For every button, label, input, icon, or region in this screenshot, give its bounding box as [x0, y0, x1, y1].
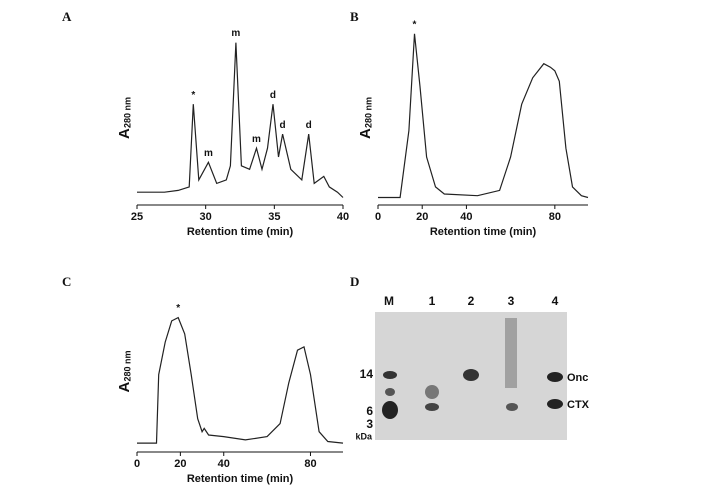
marker-label: 3 [366, 417, 373, 431]
x-axis-label: Retention time (min) [430, 226, 537, 238]
panel-label: B [350, 9, 359, 24]
peak-label: m [252, 134, 261, 145]
peak-label: * [176, 303, 180, 314]
band [383, 371, 397, 379]
band [382, 401, 398, 419]
x-tick-label: 20 [416, 211, 428, 223]
marker-label: 14 [360, 367, 374, 381]
x-axis-label: Retention time (min) [187, 226, 294, 238]
x-tick-label: 0 [375, 211, 381, 223]
trace [137, 42, 344, 198]
band [547, 372, 563, 382]
peak-label: m [231, 28, 240, 39]
lane-label: 2 [468, 294, 475, 308]
x-tick-label: 30 [200, 211, 212, 223]
y-label-main: A [357, 128, 374, 139]
x-tick-label: 35 [268, 211, 280, 223]
x-tick-label: 0 [134, 458, 140, 470]
lane-label: M [384, 294, 394, 308]
band [425, 385, 439, 399]
x-tick-label: 20 [174, 458, 186, 470]
x-tick-label: 80 [304, 458, 316, 470]
x-tick-label: 40 [218, 458, 230, 470]
band [506, 403, 518, 411]
marker-label: 6 [366, 404, 373, 418]
y-label-main: A [116, 128, 133, 139]
peak-label: m [204, 148, 213, 159]
trace [378, 33, 589, 199]
panel-label: D [350, 274, 359, 289]
x-tick-label: 40 [337, 211, 349, 223]
lane-label: 3 [508, 294, 515, 308]
x-tick-label: 80 [549, 211, 561, 223]
band-label: CTX [567, 399, 590, 411]
y-label-sub: 280 nm [122, 97, 132, 128]
x-tick-label: 25 [131, 211, 143, 223]
peak-label: d [306, 120, 312, 131]
band [547, 399, 563, 409]
band [385, 388, 395, 396]
smear [505, 318, 517, 388]
peak-label: d [280, 120, 286, 131]
y-label-main: A [116, 382, 133, 393]
peak-label: d [270, 90, 276, 101]
panel-label: C [62, 274, 71, 289]
unit-label: kDa [355, 431, 373, 441]
peak-label: * [413, 19, 417, 30]
gel-art [375, 312, 567, 440]
trace [137, 316, 344, 444]
peak-label: * [191, 90, 195, 101]
y-label-sub: 280 nm [363, 97, 373, 128]
y-label-sub: 280 nm [122, 350, 132, 381]
lane-label: 1 [429, 294, 436, 308]
band [463, 369, 479, 381]
lane-label: 4 [552, 294, 559, 308]
band [425, 403, 439, 411]
x-tick-label: 40 [460, 211, 472, 223]
x-axis-label: Retention time (min) [187, 473, 294, 485]
band-label: Onc [567, 372, 588, 384]
panel-label: A [62, 9, 72, 24]
